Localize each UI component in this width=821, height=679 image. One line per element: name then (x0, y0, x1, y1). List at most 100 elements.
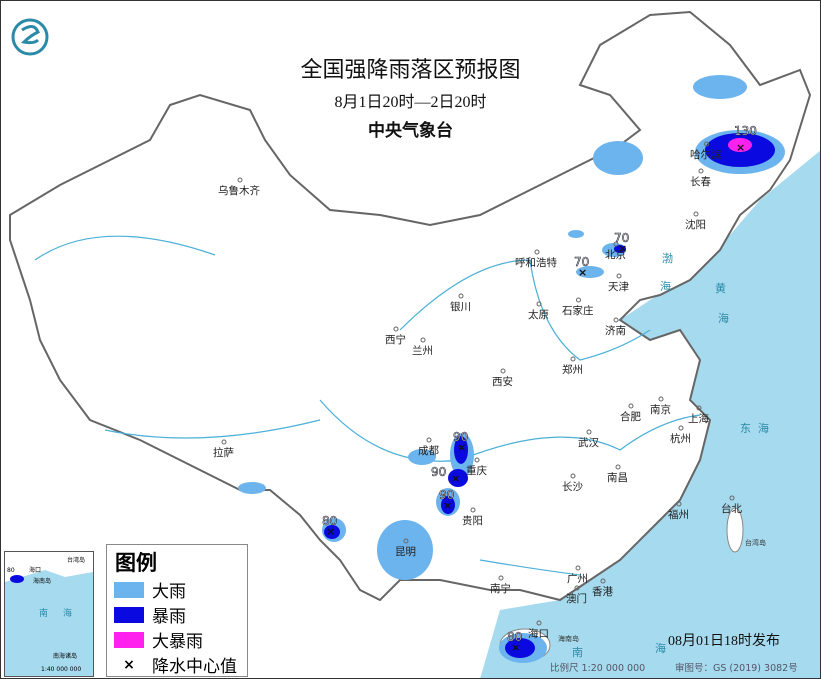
city-label: 石家庄 (562, 304, 594, 317)
rain-center-value: 130 (734, 124, 757, 138)
cross-icon: × (451, 472, 460, 485)
rain-center-value: 80 (322, 514, 337, 528)
cross-icon: × (123, 656, 135, 673)
city-label: 北京 (605, 248, 626, 261)
sea-label: 南 (572, 646, 583, 659)
cross-icon: × (618, 242, 627, 255)
city-label: 贵阳 (462, 514, 483, 527)
city-dot (420, 337, 426, 343)
city-label: 西宁 (385, 333, 406, 346)
city-dot (426, 437, 432, 443)
city-label: 台北 (721, 502, 742, 515)
city-dot (616, 273, 622, 279)
city-label: 乌鲁木齐 (218, 184, 260, 197)
rain-centers: ×130×70×70×90×90×90×80×80 (322, 124, 758, 654)
legend-title: 图例 (115, 551, 157, 575)
sea-label: 海 (660, 279, 671, 293)
city-dot (474, 457, 480, 463)
city-label: 南京 (650, 403, 671, 416)
city-label: 长春 (690, 176, 711, 188)
inset-label: 南海诸岛 (53, 652, 77, 660)
issuer: 中央气象台 (368, 121, 453, 141)
heavy-rain-area (693, 75, 747, 99)
rainstorm-area (441, 496, 455, 514)
city-dot (729, 495, 735, 501)
legend-label: 暴雨 (152, 607, 186, 627)
heavy-rain-area (377, 520, 433, 580)
legend-item-heavy-rain: 大雨 (114, 577, 247, 602)
city-dot (575, 565, 581, 571)
rain-center-value: 90 (431, 465, 446, 479)
legend-item-rainstorm: 暴雨 (114, 602, 247, 627)
sea-label: 黄 (715, 281, 726, 295)
inset-label: 海 (63, 607, 72, 619)
city-dot (615, 464, 621, 470)
city-dot (696, 405, 702, 411)
city-dot (498, 575, 504, 581)
sea-label: 海南岛 (558, 634, 579, 643)
rainstorm-area (324, 525, 340, 539)
rainstorm-area (454, 436, 468, 464)
heavy-rainstorm-area (728, 138, 752, 152)
rain-center-value: 70 (614, 231, 629, 245)
city-label: 福州 (668, 508, 689, 521)
map-scale: 比例尺 1:20 000 000 (550, 663, 646, 674)
city-dot (570, 473, 576, 479)
city-dot (613, 241, 619, 247)
heavy-rain-area (593, 141, 643, 175)
forecast-period: 8月1日20时—2日20时 (334, 94, 487, 111)
heavy-rain-area (238, 482, 266, 494)
cross-icon: × (326, 525, 335, 538)
inset-label: 海口 (29, 566, 41, 574)
rainstorm-area (448, 469, 468, 487)
approval-number: 审图号：GS (2019) 3082号 (675, 663, 798, 674)
city-label: 重庆 (466, 464, 487, 477)
city-dot (221, 439, 227, 445)
sea-label: 渤 (662, 252, 673, 265)
sea-label: 东 (740, 422, 751, 435)
map-title: 全国强降雨落区预报图 (300, 58, 521, 83)
city-dot (500, 368, 506, 374)
legend-item-heavy-rainstorm: 大暴雨 (114, 627, 247, 652)
sea-label: 海 (655, 641, 666, 655)
heavy-rain-area (408, 449, 436, 465)
city-label: 成都 (418, 445, 439, 457)
city-label: 银川 (450, 300, 471, 313)
rainstorm-area (505, 638, 535, 658)
city-dot (536, 620, 542, 626)
city-dot (534, 249, 540, 255)
cross-icon: × (578, 266, 587, 279)
city-label: 西安 (492, 375, 513, 388)
legend: 图例 大雨 暴雨 大暴雨 × 降水中心值 (106, 544, 248, 677)
city-dot (570, 356, 576, 362)
inset-label: 南 (39, 607, 48, 619)
city-dot (600, 578, 606, 584)
rain-center-value: 80 (507, 630, 522, 644)
sea-label: 台湾岛 (745, 538, 766, 547)
city-label: 济南 (605, 324, 626, 337)
south-china-sea-inset: 80 海口 海南岛 南 海 台湾岛 南海诸岛 1:40 000 000 (4, 551, 94, 677)
cross-icon: × (457, 441, 466, 454)
city-label: 兰州 (412, 344, 433, 357)
publish-time: 08月01日18时发布 (668, 634, 780, 649)
city-label: 呼和浩特 (515, 257, 557, 269)
cross-icon: × (736, 141, 745, 154)
legend-label: 大雨 (152, 582, 186, 602)
city-dot (658, 396, 664, 402)
city-dot (613, 317, 619, 323)
city-label: 太原 (528, 308, 549, 321)
rain-center-value: 90 (439, 488, 454, 502)
city-label: 杭州 (670, 432, 691, 445)
legend-item-rain-center: × 降水中心值 (114, 652, 247, 678)
city-dot (403, 538, 409, 544)
city-dot (628, 403, 634, 409)
city-dot (693, 211, 699, 217)
city-dot (458, 293, 464, 299)
city-label: 天津 (608, 281, 629, 293)
rainstorm-area (614, 245, 626, 253)
city-label: 郑州 (562, 363, 583, 376)
city-label: 南昌 (607, 471, 628, 484)
city-label: 哈尔滨 (690, 148, 722, 161)
